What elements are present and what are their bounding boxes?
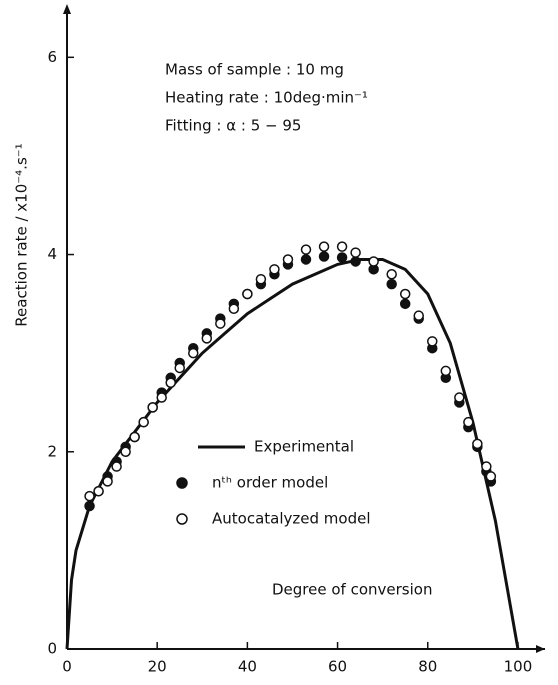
x-tick-label: 0 [62,658,72,676]
y-axis-label: Reaction rate / x10⁻⁴.s⁻¹ [13,143,31,326]
x-arrow [536,645,545,653]
data-point [269,264,280,275]
annotation: Fitting : α : 5 − 95 [165,117,301,135]
x-axis-label: Degree of conversion [272,581,432,599]
data-point [129,431,140,443]
data-point [147,402,158,413]
y-tick-label: 4 [47,245,57,263]
data-point [399,298,411,310]
data-point [174,362,185,374]
data-point [111,461,122,472]
y-tick-label: 6 [47,48,57,66]
legend-label: Autocatalyzed model [212,510,370,528]
annotation: Mass of sample : 10 mg [165,61,344,79]
data-point [102,476,113,487]
data-point [472,438,483,450]
data-point [201,333,213,344]
data-point [440,365,452,377]
legend-marker [176,513,188,525]
data-point [215,318,226,329]
y-tick-label: 2 [47,442,57,460]
data-point [386,269,397,280]
data-point [350,256,361,267]
data-point [120,446,131,458]
data-point [336,241,348,252]
data-point [350,247,361,258]
data-point [188,347,199,359]
legend-marker [176,477,188,489]
data-point [368,256,379,267]
data-point [300,254,312,265]
x-tick-label: 80 [418,658,437,676]
data-point [485,471,497,482]
annotation: Heating rate : 10deg·min⁻¹ [165,89,368,107]
data-point [84,500,95,512]
x-tick-label: 40 [238,658,257,676]
x-tick-label: 100 [504,658,533,676]
data-point [228,303,240,315]
data-point [282,254,294,265]
data-point [318,241,330,252]
data-point [84,490,95,502]
data-point [399,288,411,300]
x-tick-label: 60 [328,658,347,676]
x-tick-label: 20 [148,658,167,676]
data-point [93,485,104,497]
data-point [300,244,312,255]
data-point [463,416,474,428]
data-point [336,252,348,263]
data-point [318,251,330,262]
legend-label: Experimental [254,438,354,456]
data-point [165,377,176,388]
y-arrow [63,4,71,14]
data-point [413,310,424,321]
data-point [386,278,397,290]
data-point [255,273,267,285]
data-point [156,392,167,403]
legend-label: nᵗʰ order model [212,474,328,492]
data-point [427,336,438,347]
data-point [138,416,149,428]
data-point [242,288,253,300]
y-tick-label: 0 [47,640,57,658]
data-point [454,392,465,403]
data-point [481,461,492,472]
